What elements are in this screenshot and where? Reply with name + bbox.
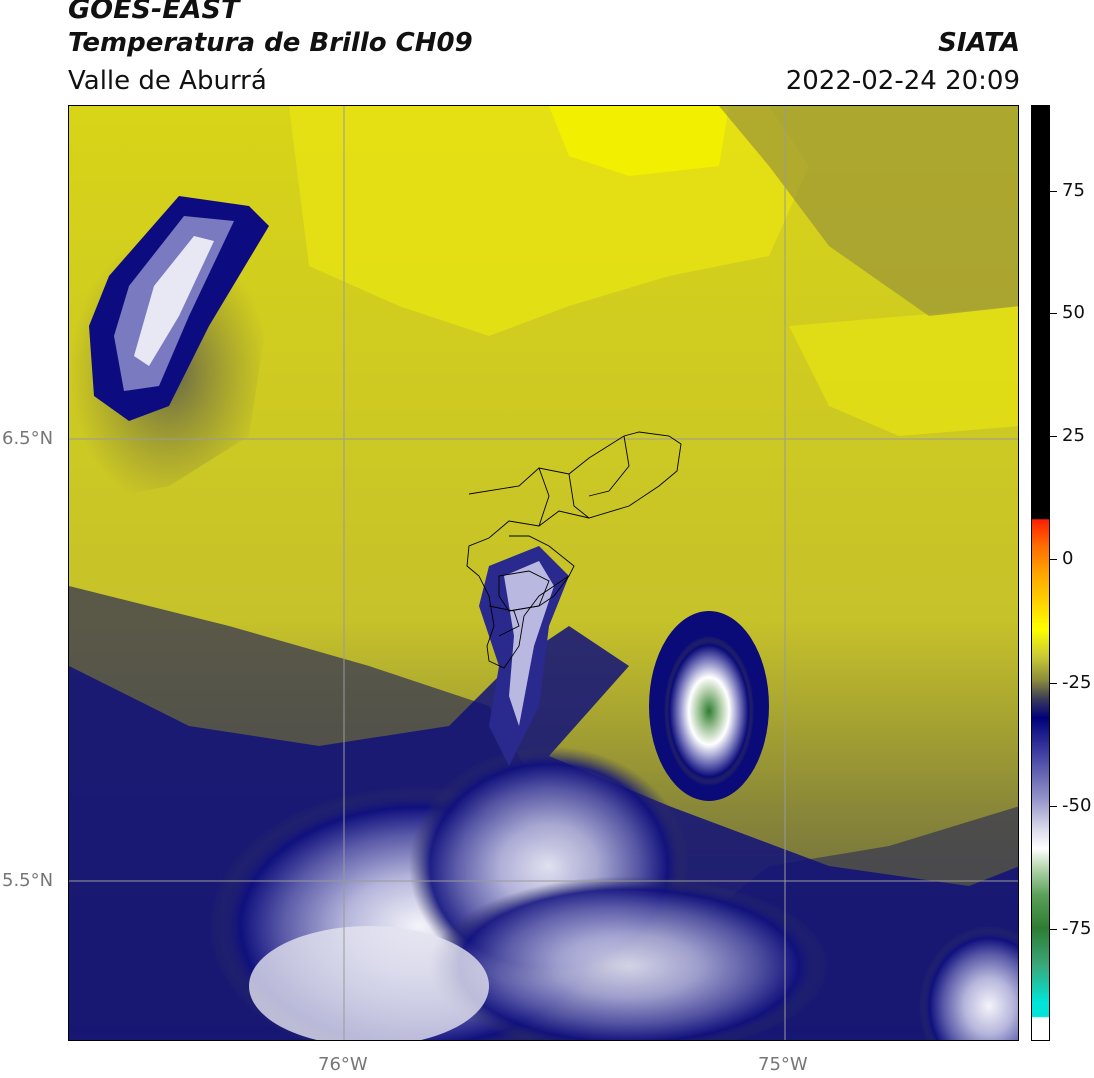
brightness-temperature-map[interactable]	[68, 105, 1019, 1041]
boundary-3	[588, 435, 630, 497]
lon-tick-75: 75°W	[758, 1054, 808, 1075]
agency-label: SIATA	[938, 28, 1020, 58]
colorbar	[1031, 105, 1050, 1041]
satellite-title: GOES-EAST	[68, 0, 240, 25]
lon-tick-76: 76°W	[318, 1054, 368, 1075]
boundary-5	[488, 605, 520, 637]
cloud-tail-core	[504, 561, 554, 726]
warm-band-peak	[549, 106, 729, 176]
colorbar-label-50: 50	[1062, 302, 1085, 323]
colorbar-tick-minus-50	[1050, 806, 1057, 807]
product-title: Temperatura de Brillo CH09	[68, 28, 473, 58]
boundary-outline	[466, 431, 682, 669]
warm-band-east	[789, 306, 1018, 436]
colorbar-label-25: 25	[1062, 425, 1085, 446]
colorbar-label-minus-75: -75	[1062, 918, 1092, 939]
colorbar-tick-0	[1050, 559, 1057, 560]
colorbar-tick-minus-75	[1050, 929, 1057, 930]
map-canvas	[69, 106, 1018, 1040]
cloud-south-east	[429, 876, 829, 1040]
municipal-boundaries	[466, 431, 682, 669]
colorbar-tick-25	[1050, 436, 1057, 437]
boundary-1	[538, 467, 550, 527]
region-label: Valle de Aburrá	[68, 66, 267, 96]
lat-tick-6-5: 6.5°N	[2, 428, 54, 449]
lat-tick-5-5: 5.5°N	[2, 870, 54, 891]
colorbar-tick-minus-25	[1050, 683, 1057, 684]
colorbar-label-75: 75	[1062, 180, 1085, 201]
boundary-6	[508, 575, 570, 612]
colorbar-label-minus-50: -50	[1062, 795, 1092, 816]
colorbar-label-0: 0	[1062, 548, 1074, 569]
datetime-label: 2022-02-24 20:09	[785, 66, 1020, 96]
colorbar-tick-75	[1050, 191, 1057, 192]
colorbar-label-minus-25: -25	[1062, 672, 1092, 693]
convective-cell	[664, 636, 754, 786]
boundary-2	[568, 473, 590, 519]
cloud-se	[919, 926, 1018, 1040]
cloud-south-core	[249, 926, 489, 1040]
olive-band-ne	[719, 106, 1018, 316]
cloud-nw-core	[134, 236, 214, 366]
colorbar-tick-50	[1050, 313, 1057, 314]
